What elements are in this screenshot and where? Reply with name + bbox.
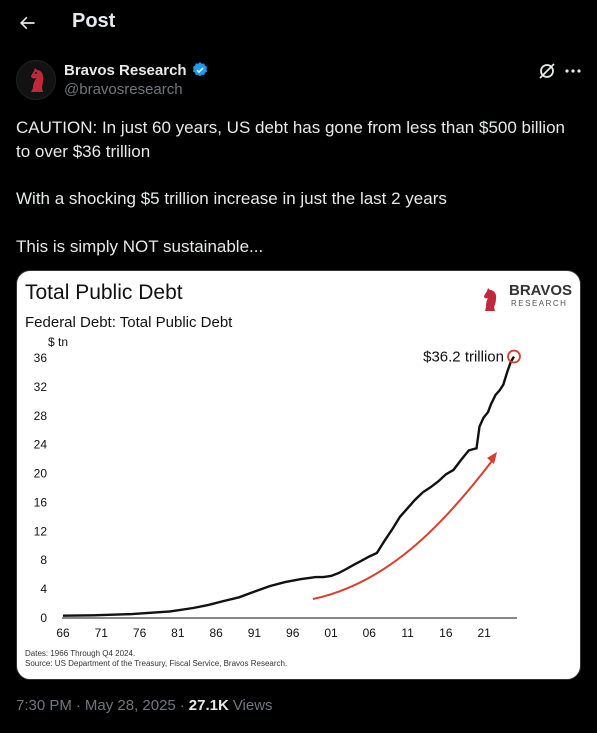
annotation-circle <box>507 349 521 364</box>
y-tick-label: 12 <box>34 524 48 538</box>
author-name[interactable]: Bravos Research <box>64 61 209 79</box>
post-image[interactable]: Total Public Debt Federal Debt: Total Pu… <box>16 270 581 680</box>
x-tick-label: 96 <box>286 626 300 640</box>
more-options-button[interactable] <box>562 61 584 81</box>
y-tick-label: 4 <box>40 582 47 596</box>
verified-badge-icon <box>192 62 207 77</box>
chart-note: Source: US Department of the Treasury, F… <box>25 659 287 668</box>
x-tick-label: 81 <box>171 626 185 640</box>
page-title: Post <box>72 10 116 32</box>
views-label: Views <box>232 697 273 714</box>
x-tick-label: 76 <box>133 626 147 640</box>
grok-icon <box>539 63 555 79</box>
author-handle[interactable]: @bravosresearch <box>64 81 183 98</box>
top-bar: Post <box>0 0 597 44</box>
x-tick-label: 06 <box>363 626 377 640</box>
avatar[interactable] <box>16 60 56 100</box>
post-meta: 7:30 PM · May 28, 2025 · 27.1K Views <box>16 697 273 714</box>
trend-arrowhead <box>487 452 497 464</box>
logo-text: BRAVOS <box>509 282 572 299</box>
post-text-line: CAUTION: In just 60 years, US debt has g… <box>16 118 565 137</box>
x-tick-label: 21 <box>477 626 491 640</box>
post-time[interactable]: 7:30 PM <box>16 697 72 714</box>
arrow-left-icon <box>20 16 35 30</box>
x-tick-label: 16 <box>439 626 453 640</box>
x-tick-label: 86 <box>209 626 223 640</box>
post-text-line: This is simply NOT sustainable... <box>16 237 264 256</box>
bravos-logo: BRAVOS RESEARCH <box>484 282 572 311</box>
y-tick-label: 20 <box>34 467 48 481</box>
more-dots-icon <box>565 69 581 73</box>
post-date[interactable]: May 28, 2025 <box>84 697 176 714</box>
series-line-total-public-debt <box>62 355 516 617</box>
grok-button[interactable] <box>537 61 557 81</box>
x-tick-label: 11 <box>401 626 414 640</box>
y-tick-label: 0 <box>40 611 47 625</box>
x-tick-label: 66 <box>56 626 70 640</box>
trend-arrow <box>312 456 496 600</box>
separator: · <box>179 697 185 714</box>
chart-title: Total Public Debt <box>25 281 183 304</box>
back-button[interactable] <box>10 6 44 40</box>
logo-subtext: RESEARCH <box>511 299 567 308</box>
views-count: 27.1K <box>188 697 229 714</box>
author-name-text: Bravos Research <box>64 61 187 79</box>
annotation-label: $36.2 trillion <box>423 349 504 366</box>
chart-subtitle: Federal Debt: Total Public Debt <box>25 314 233 331</box>
post-text-line: With a shocking $5 trillion increase in … <box>16 189 447 208</box>
debt-chart: Total Public Debt Federal Debt: Total Pu… <box>25 281 572 668</box>
y-tick-label: 16 <box>34 495 48 509</box>
separator: · <box>75 697 81 714</box>
x-tick-label: 91 <box>248 626 262 640</box>
post-text-line: to over $36 trillion <box>16 142 151 161</box>
y-tick-label: 8 <box>40 553 47 567</box>
y-tick-label: 36 <box>34 351 48 365</box>
y-tick-label: 32 <box>34 380 48 394</box>
y-tick-label: 24 <box>34 438 48 452</box>
chart-note: Dates: 1966 Through Q4 2024. <box>25 649 135 658</box>
x-tick-label: 01 <box>324 626 338 640</box>
y-tick-label: 28 <box>34 409 48 423</box>
knight-logo-icon <box>31 68 44 92</box>
x-tick-label: 71 <box>95 626 109 640</box>
y-axis-unit: $ tn <box>48 335 68 349</box>
